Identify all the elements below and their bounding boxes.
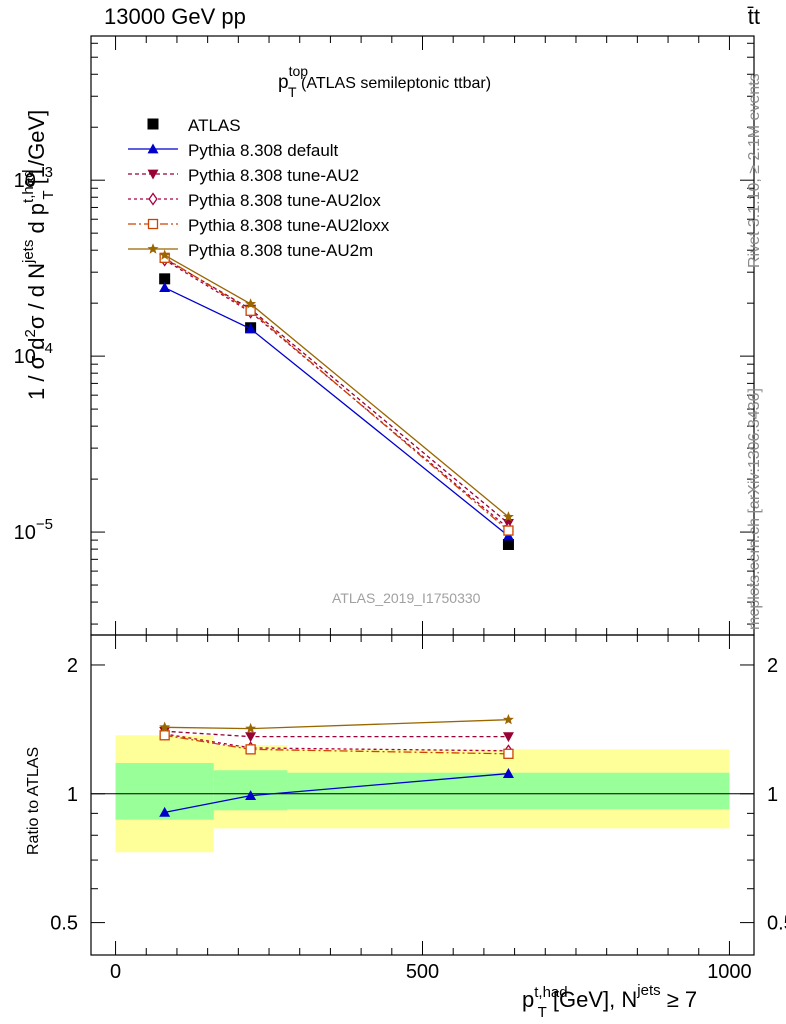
ratio-point-0-2 xyxy=(502,768,514,778)
legend-marker-2 xyxy=(147,169,159,180)
x-tick-label: 500 xyxy=(406,961,439,983)
ratio-point-4-2 xyxy=(503,713,514,725)
ratio-y-tick-label: 1 xyxy=(67,784,78,806)
ratio-y-label: Ratio to ATLAS xyxy=(25,747,42,855)
ratio-point-1-1 xyxy=(245,732,257,743)
legend-marker-5 xyxy=(147,243,159,254)
legend: ATLAS Pythia 8.308 default Pythia 8.308 tu… xyxy=(128,116,390,260)
main-title: ptop T (ATLAS semileptonic ttbar) xyxy=(278,63,491,100)
ratio-point-3-1 xyxy=(245,744,256,755)
main-line-2 xyxy=(164,258,509,524)
ratio-y-tick-label: 0.5 xyxy=(50,913,78,935)
main-point-5-1 xyxy=(245,298,257,309)
ratio-point-0-0 xyxy=(159,806,171,817)
legend-label-5: Pythia 8.308 tune-AU2m xyxy=(188,241,373,260)
rivet-label: Rivet 3.1.10, ≥ 2.1M events xyxy=(746,73,763,268)
ratio-point-0-1 xyxy=(245,790,257,801)
main-series-lines xyxy=(159,249,514,550)
main-line-5 xyxy=(164,254,509,518)
ratio-line-4 xyxy=(164,719,509,730)
header-left: 13000 GeV pp xyxy=(104,4,246,29)
legend-marker-4 xyxy=(147,218,159,230)
legend-label-0: ATLAS xyxy=(188,116,241,135)
main-point-4-1 xyxy=(245,305,256,316)
main-point-1-1 xyxy=(245,323,257,334)
ratio-uncertainty-bands xyxy=(91,735,754,853)
ratio-y-tick-label-right: 2 xyxy=(767,655,778,677)
y-tick-label: 10−5 xyxy=(14,516,53,544)
main-line-4 xyxy=(164,257,509,532)
ratio-point-4-0 xyxy=(159,721,171,732)
main-point-5-2 xyxy=(503,511,514,522)
main-point-4-2 xyxy=(503,525,514,536)
x-axis-label: pt,had T [GeV], Njets ≥ 7 xyxy=(522,982,697,1021)
main-point-1-0 xyxy=(159,282,171,293)
x-tick-label: 1000 xyxy=(707,961,752,983)
x-tick-label: 0 xyxy=(110,961,121,983)
ratio-line-2 xyxy=(164,733,509,752)
ratio-point-1-2 xyxy=(502,732,514,743)
legend-label-2: Pythia 8.308 tune-AU2 xyxy=(188,166,359,185)
ratio-y-tick-label: 2 xyxy=(67,655,78,677)
legend-marker-1 xyxy=(147,143,159,154)
main-point-0-2 xyxy=(502,538,514,550)
legend-label-1: Pythia 8.308 default xyxy=(188,141,339,160)
legend-marker-3 xyxy=(148,192,158,206)
main-point-5-0 xyxy=(159,249,171,260)
ratio-y-tick-label-right: 0.5 xyxy=(767,913,786,935)
axis-ticks xyxy=(91,36,754,955)
ratio-y-tick-label-right: 1 xyxy=(767,784,778,806)
main-line-1 xyxy=(164,287,509,537)
header-right: t̄t xyxy=(747,4,760,29)
legend-label-4: Pythia 8.308 tune-AU2loxx xyxy=(188,216,390,235)
legend-label-3: Pythia 8.308 tune-AU2lox xyxy=(188,191,381,210)
ratio-point-3-2 xyxy=(503,748,514,759)
ratio-series-lines xyxy=(159,713,514,817)
tick-labels: 10−510−410−30.50.5112205001000 xyxy=(14,164,786,983)
ratio-line-1 xyxy=(164,730,509,738)
legend-marker-0 xyxy=(147,118,159,130)
analysis-watermark: ATLAS_2019_I1750330 xyxy=(332,590,481,606)
mcplots-label: mcplots.cern.ch [arXiv:1306.3436] xyxy=(746,388,763,630)
ratio-band-green xyxy=(287,772,730,810)
ratio-point-4-1 xyxy=(245,722,257,734)
main-point-0-0 xyxy=(159,273,171,285)
ratio-point-3-0 xyxy=(159,730,170,741)
main-line-3 xyxy=(164,259,509,529)
